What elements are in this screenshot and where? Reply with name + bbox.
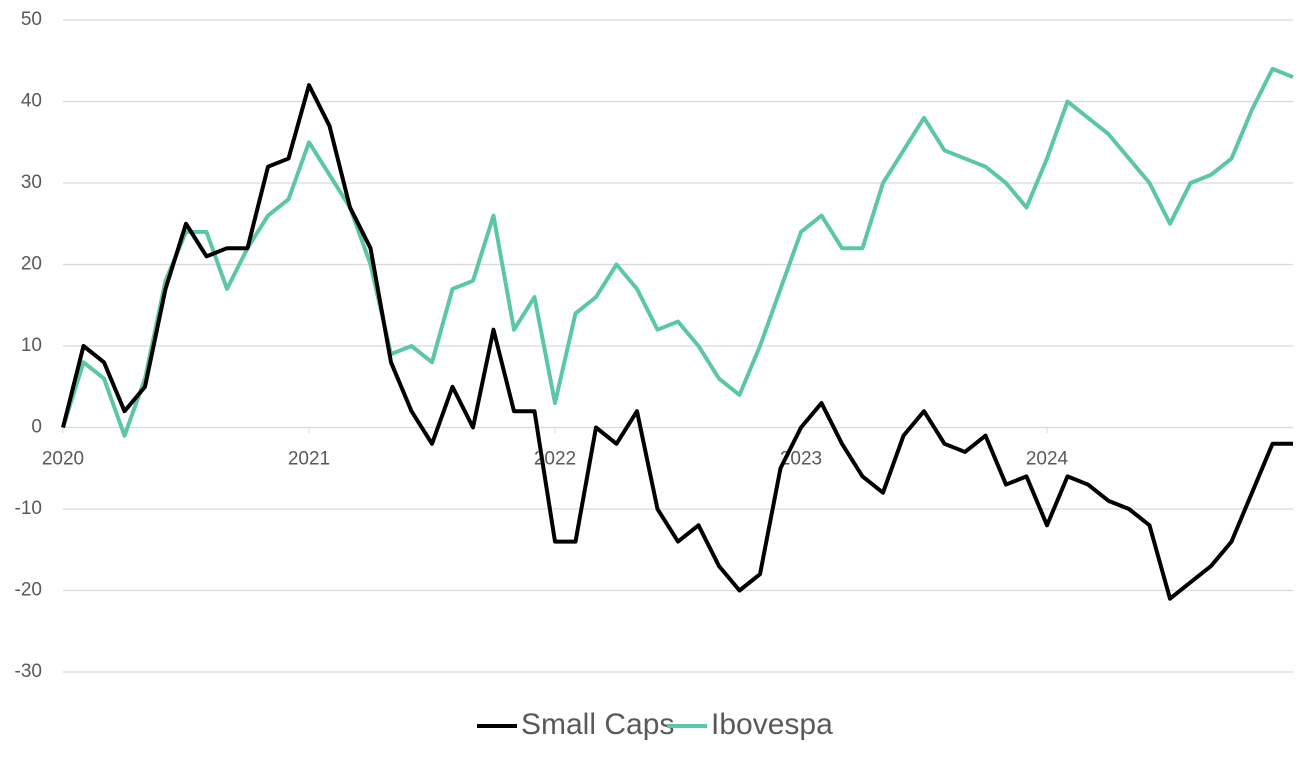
y-tick-label: 10 bbox=[21, 335, 42, 356]
y-tick-label: 20 bbox=[21, 254, 42, 275]
legend-label: Small Caps bbox=[521, 708, 674, 741]
y-tick-label: -10 bbox=[15, 498, 42, 519]
y-tick-label: 50 bbox=[21, 9, 42, 30]
series-line bbox=[61, 66, 1294, 438]
y-tick-label: 30 bbox=[21, 172, 42, 193]
x-tick-label: 2024 bbox=[1026, 449, 1069, 470]
x-tick-label: 2020 bbox=[42, 449, 84, 470]
legend-label: Ibovespa bbox=[711, 708, 833, 741]
y-tick-label: -30 bbox=[15, 661, 42, 682]
y-tick-label: 0 bbox=[31, 417, 42, 438]
series-line bbox=[61, 83, 1293, 601]
y-tick-label: -20 bbox=[15, 580, 42, 601]
x-tick-label: 2023 bbox=[780, 449, 822, 470]
x-tick-label: 2021 bbox=[288, 449, 330, 470]
y-tick-label: 40 bbox=[21, 91, 42, 112]
